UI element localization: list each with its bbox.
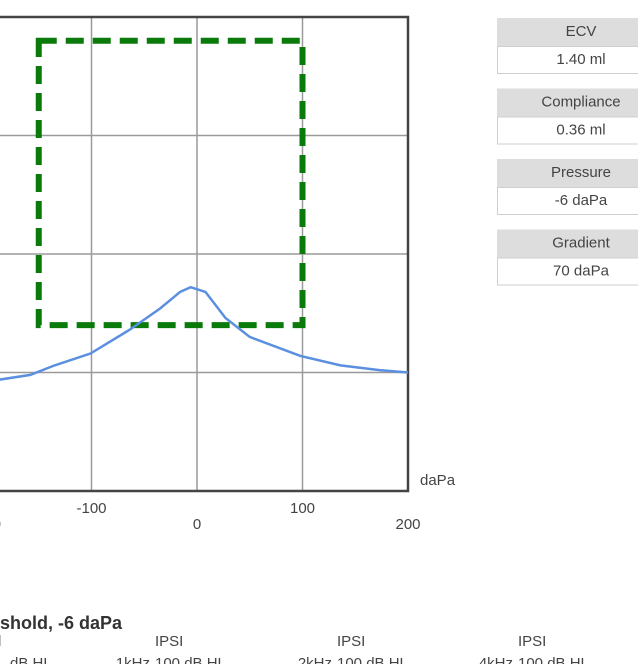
measure-value-bg bbox=[497, 116, 638, 145]
x-axis-label: daPa bbox=[420, 472, 456, 489]
measure-label: Pressure bbox=[551, 164, 611, 181]
x-tick-label: 0 bbox=[193, 516, 201, 533]
measure-value: 70 daPa bbox=[553, 262, 610, 279]
x-tick-label: 100 bbox=[290, 500, 315, 517]
measure-value: -6 daPa bbox=[555, 192, 608, 209]
data-line bbox=[0, 285, 409, 381]
measure-value: 0.36 ml bbox=[556, 121, 605, 138]
reflex-freq: 4kHz bbox=[479, 655, 513, 664]
measure-value-bg bbox=[497, 46, 638, 74]
plot-frame bbox=[0, 15, 410, 493]
measure-header-bg bbox=[497, 18, 638, 46]
reflex-level: 100 dB HL bbox=[155, 655, 226, 664]
reflex-title: shold, -6 daPa bbox=[0, 613, 123, 633]
reflex-header: l bbox=[0, 633, 1, 650]
reflex-freq: 2kHz bbox=[298, 655, 332, 664]
measure-header-bg bbox=[497, 88, 638, 117]
measure-label: Gradient bbox=[552, 234, 610, 251]
reflex-header: IPSI bbox=[518, 633, 546, 650]
reflex-header: IPSI bbox=[337, 633, 365, 650]
measure-header-bg bbox=[497, 159, 638, 187]
reflex-header: IPSI bbox=[155, 633, 183, 650]
measure-value-bg bbox=[497, 257, 638, 286]
x-tick-label: -100 bbox=[76, 500, 106, 517]
measure-label: ECV bbox=[566, 23, 597, 40]
x-tick-label: 200 bbox=[395, 516, 420, 533]
measure-value-bg bbox=[497, 187, 638, 215]
reflex-level: 100 dB HL bbox=[337, 655, 408, 664]
reflex-level: dB HL bbox=[10, 655, 52, 664]
measure-label: Compliance bbox=[541, 93, 620, 110]
reflex-level: 100 dB HL bbox=[518, 655, 589, 664]
measure-header-bg bbox=[497, 229, 638, 258]
measure-value: 1.40 ml bbox=[556, 51, 605, 68]
x-tick-label: -200 bbox=[0, 516, 1, 533]
normal-region bbox=[35, 37, 306, 329]
reflex-freq: 1kHz bbox=[116, 655, 150, 664]
